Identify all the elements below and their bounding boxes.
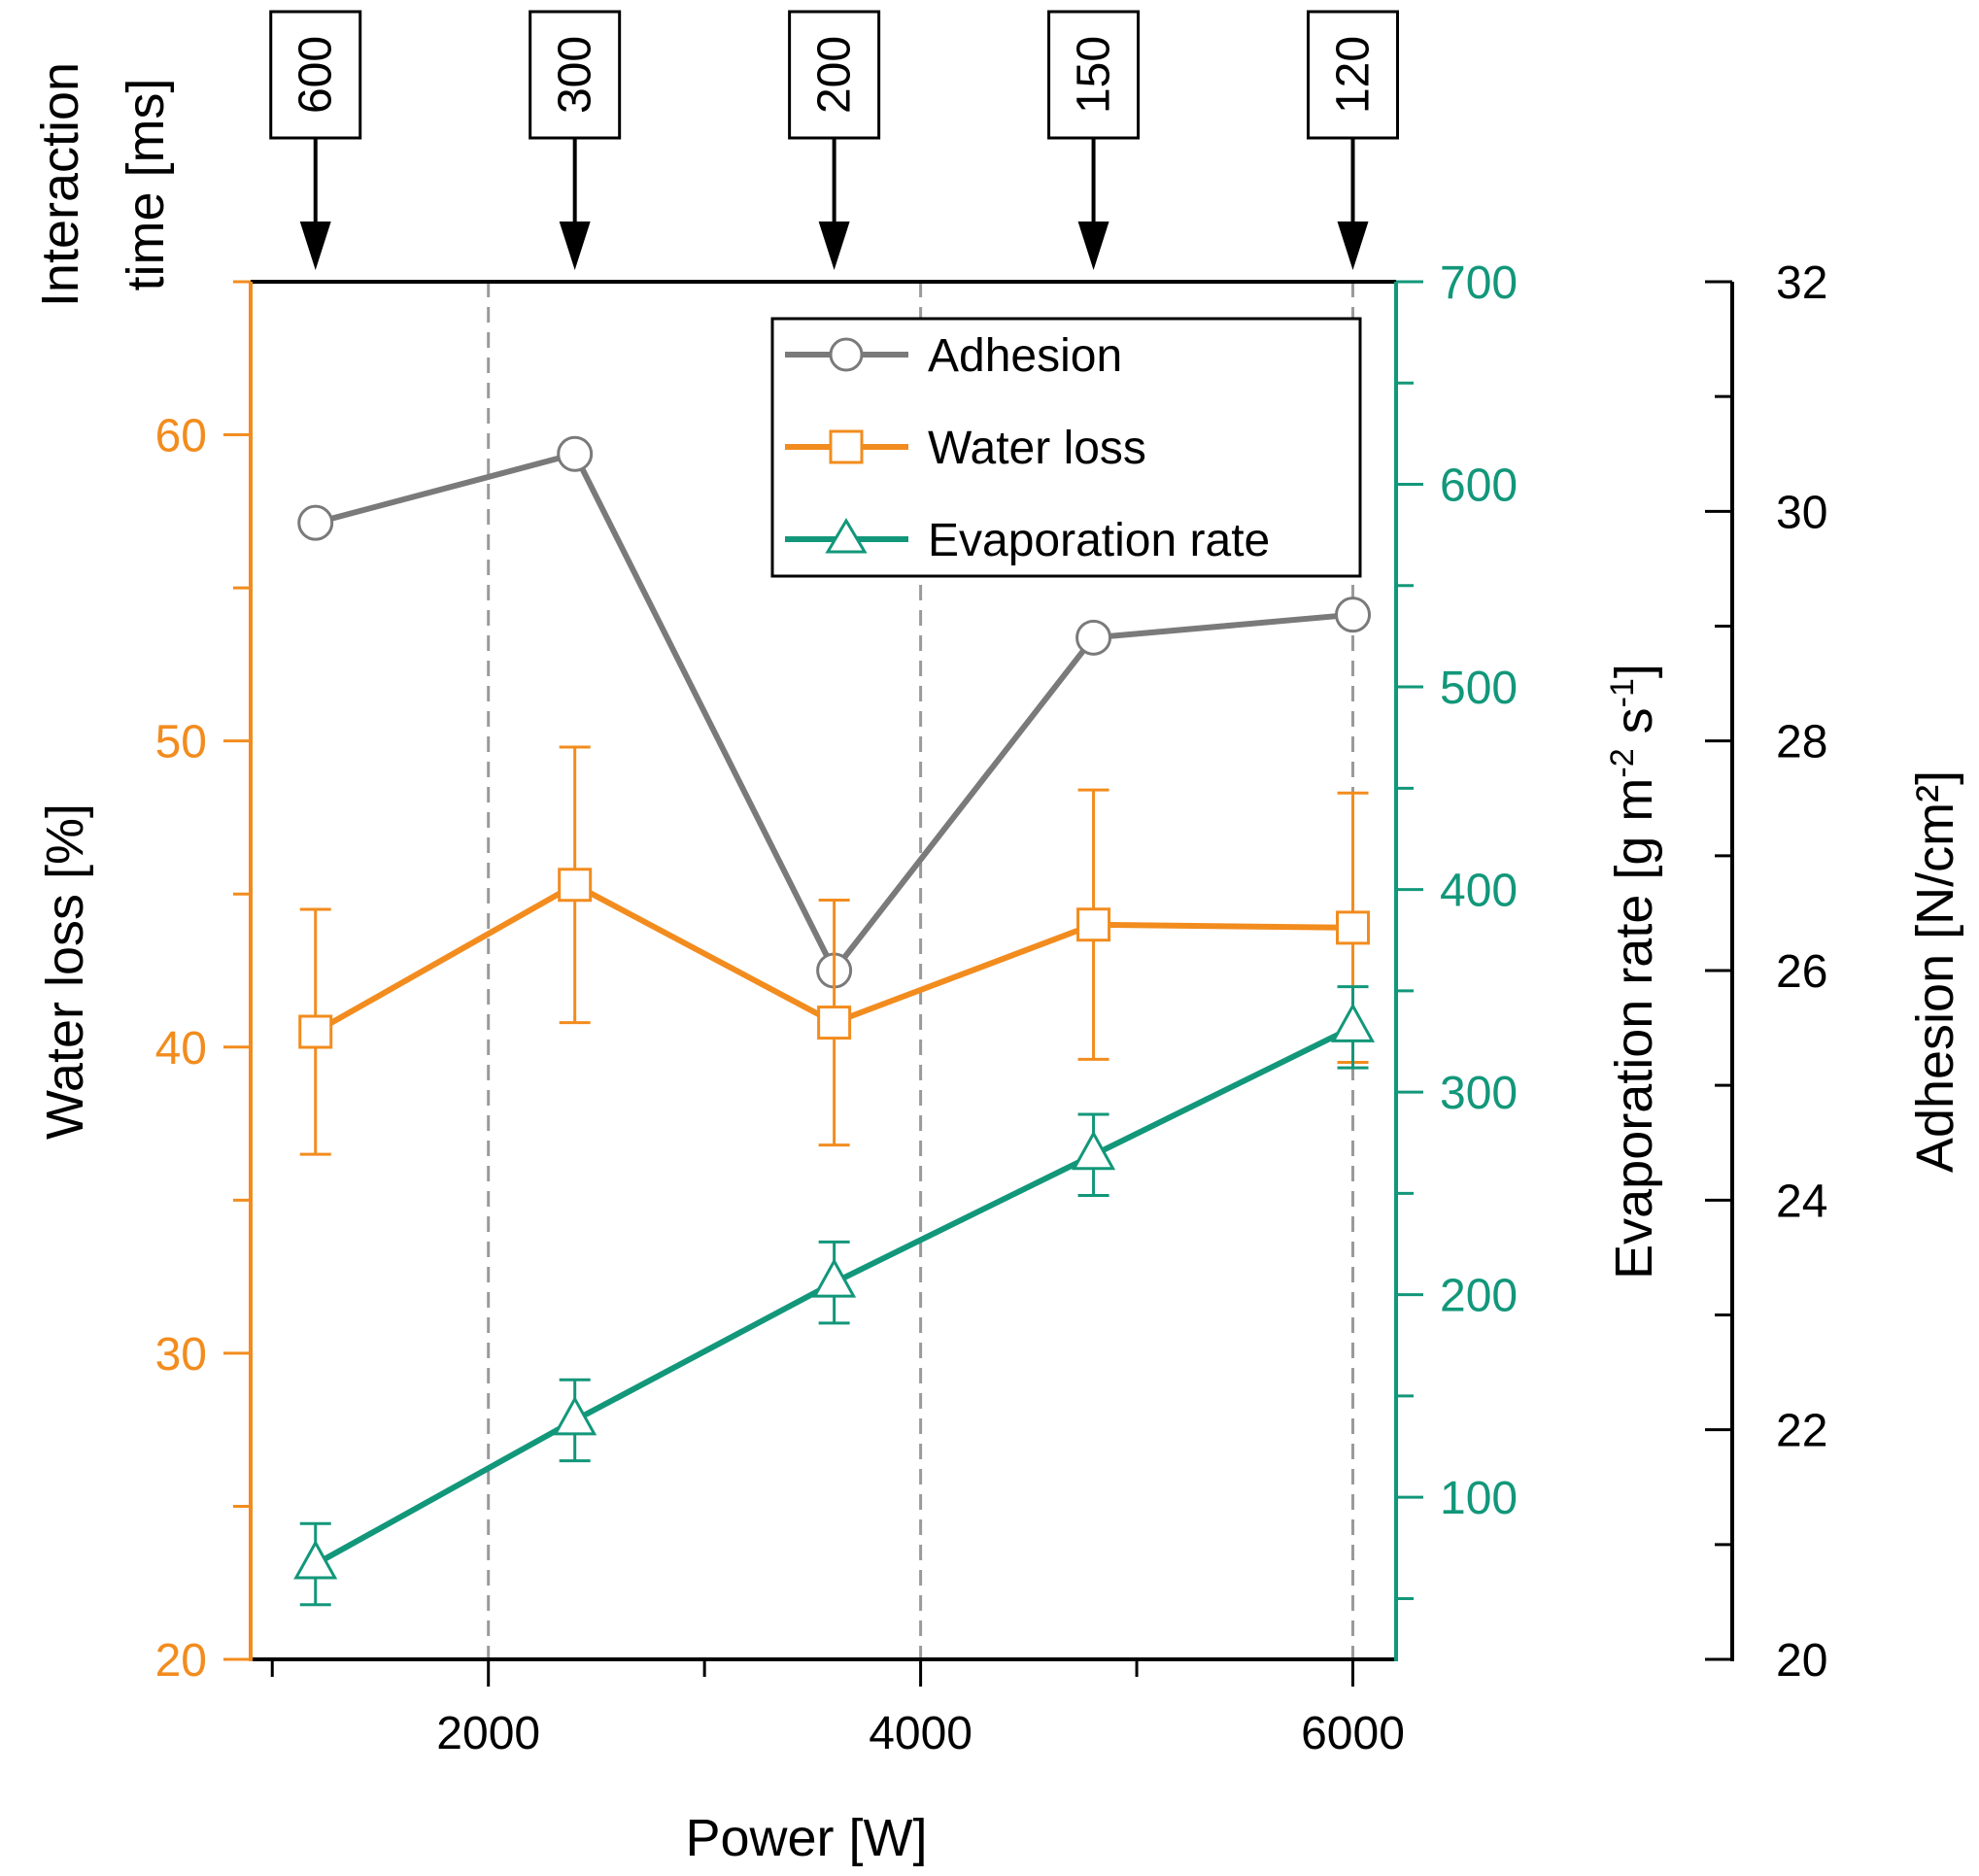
interaction-time-arrow-head	[1077, 222, 1109, 270]
evap-title-mid: s	[1605, 707, 1663, 748]
series-group	[293, 435, 1376, 1607]
top-axis-title-line1: Interaction	[31, 62, 89, 307]
evaporation-rate-tick-label: 300	[1440, 1068, 1518, 1119]
interaction-time-label: 600	[290, 36, 342, 114]
evaporation-rate-tick-label: 700	[1440, 257, 1518, 309]
adhesion-tick-label: 20	[1776, 1635, 1827, 1687]
interaction-time-label: 200	[809, 36, 861, 114]
data-point-water-loss	[1076, 907, 1111, 942]
adhesion-axis-title: Adhesion [N/cm²]	[1906, 770, 1964, 1173]
evap-title-end: ]	[1605, 664, 1663, 678]
water-loss-tick-label: 60	[155, 411, 207, 462]
series-evaporation-rate	[293, 985, 1376, 1607]
evaporation-rate-tick-label: 200	[1440, 1271, 1518, 1322]
data-point-water-loss	[817, 1006, 852, 1040]
water-loss-tick-label: 30	[155, 1329, 207, 1381]
interaction-time-box	[1307, 10, 1400, 140]
legend-label-water-loss: Water loss	[928, 423, 1146, 474]
x-axis-title: Power [W]	[685, 1809, 927, 1867]
water-loss-axis-title: Water loss [%]	[36, 803, 94, 1140]
interaction-time-label: 120	[1328, 36, 1380, 114]
adhesion-tick-label: 24	[1776, 1176, 1827, 1227]
water-loss-tick-label: 20	[155, 1635, 207, 1687]
legend-label-evaporation-rate: Evaporation rate	[928, 515, 1270, 566]
interaction-time-box	[529, 10, 622, 140]
adhesion-axis: 20 22 24 26 28 30 32	[1705, 257, 1827, 1687]
data-point-evaporation-rate	[1072, 1130, 1116, 1171]
interaction-time-label: 150	[1069, 36, 1120, 114]
evaporation-rate-tick-label: 400	[1440, 866, 1518, 917]
top-axis-title-line2: time [ms]	[117, 78, 175, 290]
interaction-time-axis: 600 300 200 150 120	[269, 10, 1400, 270]
water-loss-tick-label: 50	[155, 717, 207, 768]
data-point-water-loss	[558, 868, 593, 903]
evap-title-sup1: -2	[1604, 748, 1641, 777]
legend-marker-adhesion	[829, 337, 864, 372]
power-axis: 2000 4000 6000	[270, 1659, 1405, 1759]
interaction-time-arrow-head	[559, 222, 591, 270]
adhesion-tick-label: 30	[1776, 487, 1827, 538]
data-point-evaporation-rate	[1330, 1003, 1376, 1042]
evaporation-rate-tick-label: 100	[1440, 1473, 1518, 1524]
x-tick-label: 2000	[436, 1708, 540, 1759]
interaction-time-box	[788, 10, 881, 140]
data-point-water-loss	[1336, 910, 1371, 945]
adhesion-tick-label: 26	[1776, 946, 1827, 998]
evaporation-rate-axis-title: Evaporation rate [g m-2 s-1]	[1604, 664, 1663, 1279]
interaction-time-box	[269, 10, 362, 140]
data-point-adhesion	[297, 504, 334, 541]
legend-marker-water-loss	[829, 429, 864, 464]
interaction-time-arrow-head	[1337, 222, 1369, 270]
legend-label-adhesion: Adhesion	[928, 330, 1122, 382]
data-point-water-loss	[298, 1014, 333, 1049]
data-point-adhesion	[557, 435, 594, 472]
water-loss-tick-label: 40	[155, 1023, 207, 1074]
x-tick-label: 6000	[1301, 1708, 1405, 1759]
water-loss-axis: 20 30 40 50 60	[155, 280, 253, 1687]
data-point-adhesion	[1075, 619, 1112, 656]
evaporation-rate-axis: 100 200 300 400 500 600 700	[1394, 257, 1518, 1661]
adhesion-tick-label: 28	[1776, 717, 1827, 768]
series-water-loss	[298, 745, 1371, 1156]
interaction-time-label: 300	[550, 36, 601, 114]
data-point-evaporation-rate	[293, 1539, 338, 1580]
evaporation-rate-tick-label: 500	[1440, 663, 1518, 714]
legend-marker-evaporation-rate	[825, 518, 868, 554]
adhesion-tick-label: 32	[1776, 257, 1827, 309]
evap-title-sup2: -1	[1604, 678, 1641, 707]
evap-title-main: Evaporation rate [g m	[1605, 778, 1663, 1279]
evaporation-rate-tick-label: 600	[1440, 460, 1518, 512]
data-point-evaporation-rate	[553, 1395, 597, 1436]
legend: Adhesion Water loss Evaporation rate	[770, 317, 1362, 578]
data-point-evaporation-rate	[812, 1258, 857, 1298]
interaction-time-arrow-head	[818, 222, 850, 270]
adhesion-tick-label: 22	[1776, 1406, 1827, 1457]
data-point-adhesion	[1335, 597, 1372, 633]
interaction-time-arrow-head	[299, 222, 331, 270]
x-tick-label: 4000	[869, 1708, 972, 1759]
